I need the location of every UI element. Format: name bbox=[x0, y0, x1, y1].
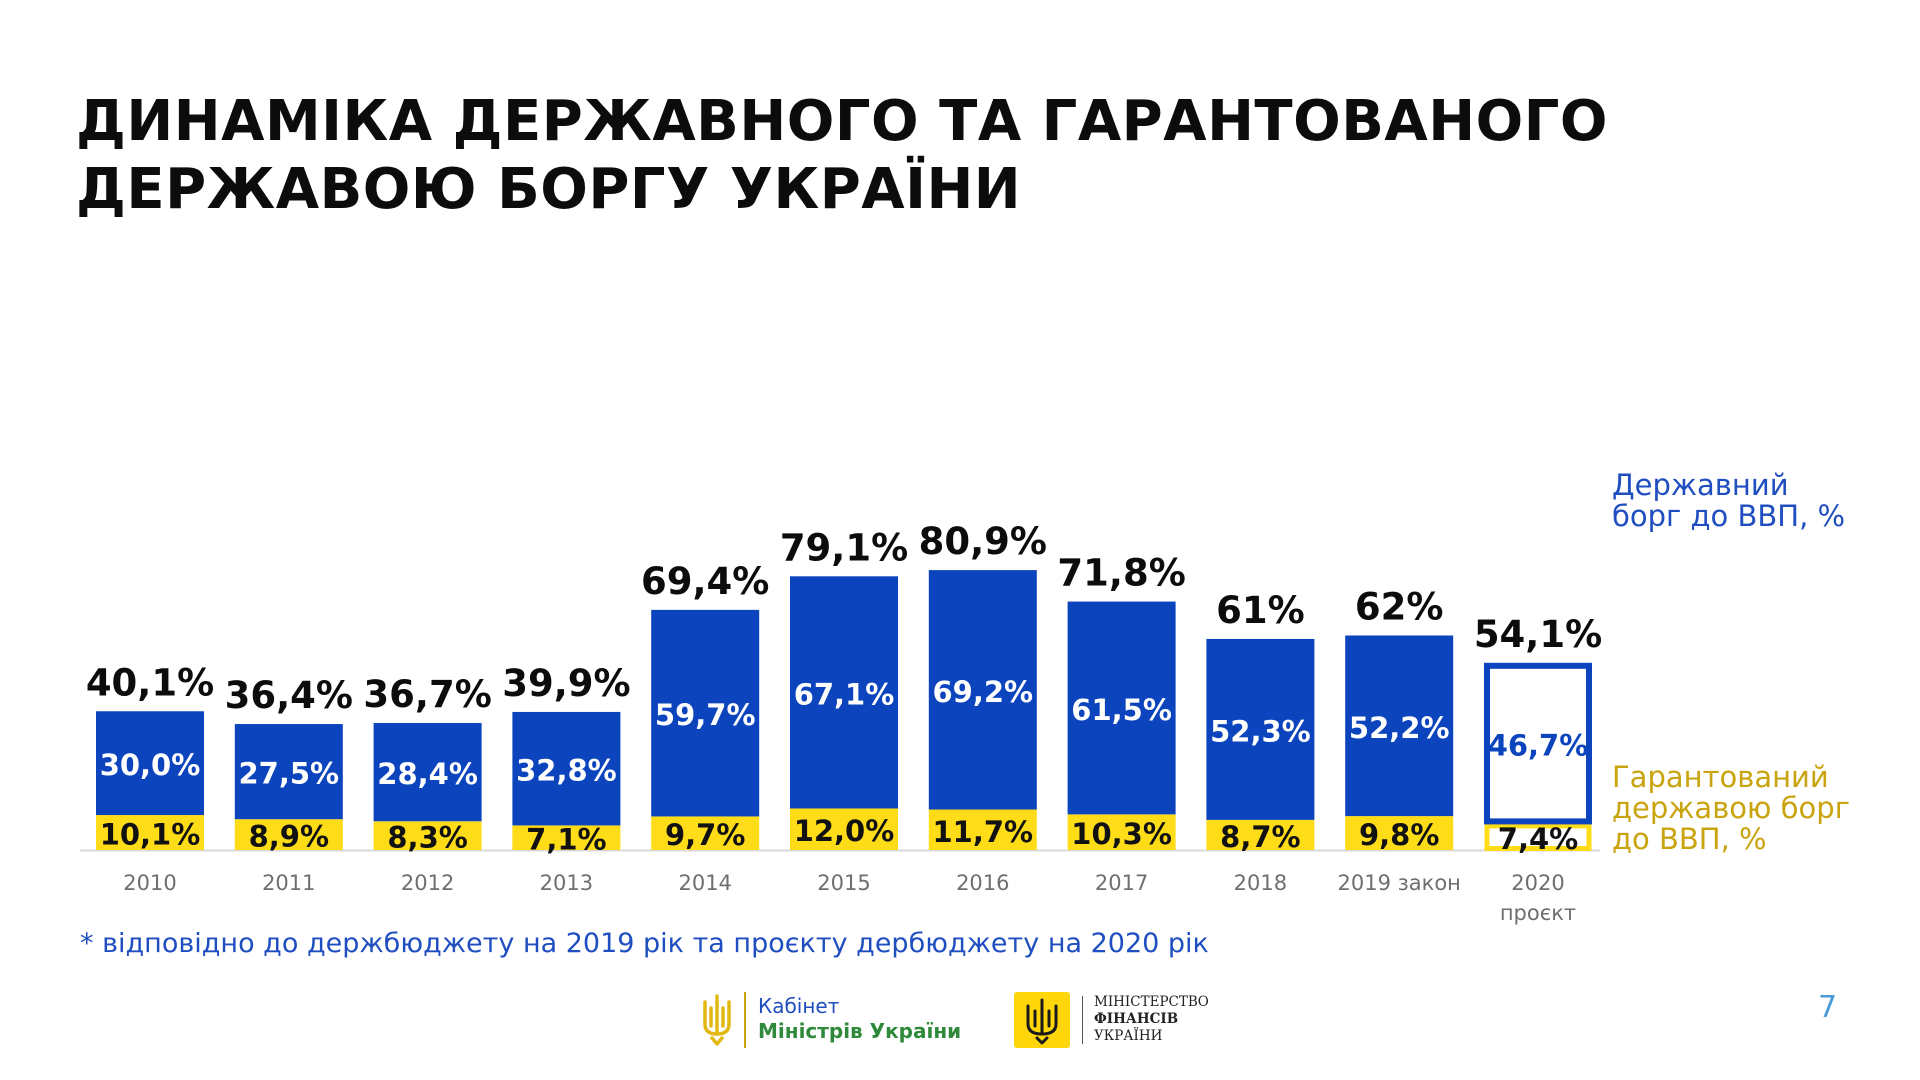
state-debt-value-label-6: 69,2% bbox=[932, 675, 1033, 709]
bar-guaranteed-0 bbox=[96, 815, 204, 850]
bar-guaranteed-5 bbox=[790, 808, 898, 850]
bar-guaranteed-1 bbox=[234, 819, 343, 850]
legend-guaranteed-line-1: Гарантований bbox=[1612, 760, 1829, 794]
bar-state-debt-4 bbox=[651, 609, 760, 817]
page-number: 7 bbox=[1818, 990, 1838, 1025]
ministry-logo-line-3: УКРАЇНИ bbox=[1094, 1028, 1163, 1044]
x-tick-label-9: 2019 закон bbox=[1337, 871, 1460, 895]
bar-state-debt-5 bbox=[790, 576, 898, 809]
bar-guaranteed-8 bbox=[1206, 819, 1315, 850]
total-value-label-8: 61% bbox=[1216, 589, 1305, 632]
trident-emblem-icon bbox=[1026, 998, 1058, 1045]
bar-guaranteed-3 bbox=[512, 825, 621, 850]
guaranteed-value-label-1: 8,9% bbox=[249, 820, 329, 854]
ministry-emblem-icon bbox=[1014, 992, 1070, 1048]
cabinet-logo-divider bbox=[744, 992, 746, 1048]
guaranteed-value-label-0: 10,1% bbox=[100, 818, 201, 852]
trident-icon bbox=[703, 994, 731, 1046]
legend-guaranteed-debt: Гарантований державою борг до ВВП, % bbox=[1612, 762, 1850, 855]
guaranteed-value-label-5: 12,0% bbox=[794, 814, 895, 848]
ministry-of-finance-logo: МІНІСТЕРСТВО ФІНАНСІВ УКРАЇНИ bbox=[1014, 990, 1254, 1050]
ministry-logo-text: МІНІСТЕРСТВО ФІНАНСІВ УКРАЇНИ bbox=[1094, 994, 1209, 1045]
total-value-label-5: 79,1% bbox=[780, 526, 908, 569]
ministry-logo-divider bbox=[1082, 996, 1083, 1044]
bar-guaranteed-10 bbox=[1484, 823, 1592, 851]
x-tick-label-3: 2013 bbox=[540, 871, 593, 895]
x-tick-label-0: 2010 bbox=[123, 871, 176, 895]
bar-guaranteed-2 bbox=[373, 821, 482, 850]
state-debt-value-label-0: 30,0% bbox=[100, 748, 201, 782]
state-debt-value-label-5: 67,1% bbox=[794, 677, 895, 711]
state-debt-value-label-1: 27,5% bbox=[238, 757, 339, 791]
cabinet-logo-line-2: Міністрів України bbox=[758, 1019, 962, 1043]
total-value-label-1: 36,4% bbox=[225, 674, 353, 717]
ministry-logo-line-2: ФІНАНСІВ bbox=[1094, 1011, 1179, 1027]
state-debt-value-label-10: 46,7% bbox=[1488, 729, 1589, 763]
x-tick-label-8: 2018 bbox=[1234, 871, 1287, 895]
footnote: * відповідно до держбюджету на 2019 рік … bbox=[80, 928, 1209, 959]
bar-state-debt-2 bbox=[373, 723, 482, 822]
cabinet-logo-line-1: Кабінет bbox=[758, 994, 840, 1018]
guaranteed-value-label-4: 9,7% bbox=[665, 818, 745, 852]
bar-state-debt-7 bbox=[1067, 601, 1176, 815]
state-debt-value-label-3: 32,8% bbox=[516, 754, 617, 788]
x-tick-label-2: 2012 bbox=[401, 871, 454, 895]
ministry-logo-line-1: МІНІСТЕРСТВО bbox=[1094, 994, 1209, 1010]
bar-state-debt-8 bbox=[1206, 638, 1315, 820]
cabinet-logo-text: Кабінет Міністрів України bbox=[758, 994, 961, 1044]
bar-guaranteed-7 bbox=[1067, 814, 1176, 850]
cabinet-of-ministers-logo: Кабінет Міністрів України bbox=[700, 990, 1000, 1050]
legend-guaranteed-line-2: державою борг bbox=[1612, 791, 1850, 825]
guaranteed-value-label-8: 8,7% bbox=[1220, 820, 1300, 854]
footer-logos: Кабінет Міністрів України МІНІСТЕРСТВО Ф… bbox=[700, 990, 1260, 1050]
x-tick-label-7: 2017 bbox=[1095, 871, 1148, 895]
state-debt-value-label-8: 52,3% bbox=[1210, 714, 1311, 748]
bar-state-debt-1 bbox=[234, 724, 343, 820]
legend-guaranteed-line-3: до ВВП, % bbox=[1612, 822, 1767, 856]
total-value-label-6: 80,9% bbox=[919, 520, 1047, 563]
total-value-label-7: 71,8% bbox=[1057, 552, 1185, 595]
guaranteed-value-label-6: 11,7% bbox=[932, 815, 1033, 849]
guaranteed-value-label-2: 8,3% bbox=[387, 821, 467, 855]
x-tick-label-10-1: проєкт bbox=[1500, 901, 1576, 925]
title-line-2: ДЕРЖАВОЮ БОРГУ УКРАЇНИ bbox=[76, 157, 1022, 222]
debt-bar-chart: 10,1% 30,0% 40,1% 2010 8,9% 27,5% 36,4% 2011 8,3… bbox=[80, 520, 1602, 925]
state-debt-value-label-4: 59,7% bbox=[655, 698, 756, 732]
guaranteed-value-label-7: 10,3% bbox=[1071, 817, 1172, 851]
page-title: ДИНАМІКА ДЕРЖАВНОГО ТА ГАРАНТОВАНОГО ДЕР… bbox=[76, 88, 1676, 224]
bar-state-debt-10 bbox=[1484, 662, 1592, 825]
total-value-label-3: 39,9% bbox=[502, 662, 630, 705]
x-tick-label-5: 2015 bbox=[817, 871, 870, 895]
bar-state-debt-3 bbox=[512, 711, 621, 826]
total-value-label-0: 40,1% bbox=[86, 661, 214, 704]
legend-state-debt-line-2: борг до ВВП, % bbox=[1612, 499, 1846, 533]
total-value-label-9: 62% bbox=[1355, 585, 1444, 628]
guaranteed-value-label-3: 7,1% bbox=[526, 823, 606, 857]
state-debt-value-label-9: 52,2% bbox=[1349, 711, 1450, 745]
total-value-label-4: 69,4% bbox=[641, 560, 769, 603]
x-tick-label-6: 2016 bbox=[956, 871, 1009, 895]
total-value-label-10: 54,1% bbox=[1474, 613, 1602, 656]
x-tick-label-10-0: 2020 bbox=[1511, 871, 1564, 895]
guaranteed-value-label-10: 7,4% bbox=[1498, 822, 1578, 856]
x-tick-label-1: 2011 bbox=[262, 871, 315, 895]
bar-state-debt-0 bbox=[96, 711, 204, 816]
legend-state-debt: Державний борг до ВВП, % bbox=[1612, 470, 1845, 532]
x-tick-label-4: 2014 bbox=[678, 871, 731, 895]
title-line-1: ДИНАМІКА ДЕРЖАВНОГО ТА ГАРАНТОВАНОГО bbox=[76, 89, 1609, 154]
state-debt-value-label-7: 61,5% bbox=[1071, 693, 1172, 727]
total-value-label-2: 36,7% bbox=[363, 673, 491, 716]
bar-state-debt-9 bbox=[1345, 635, 1454, 817]
bar-guaranteed-6 bbox=[928, 809, 1037, 850]
legend-state-debt-line-1: Державний bbox=[1612, 468, 1789, 502]
state-debt-value-label-2: 28,4% bbox=[377, 757, 478, 791]
bar-guaranteed-9 bbox=[1345, 816, 1454, 850]
bar-guaranteed-4 bbox=[651, 816, 760, 850]
guaranteed-value-label-9: 9,8% bbox=[1359, 818, 1439, 852]
bar-state-debt-6 bbox=[928, 570, 1037, 810]
